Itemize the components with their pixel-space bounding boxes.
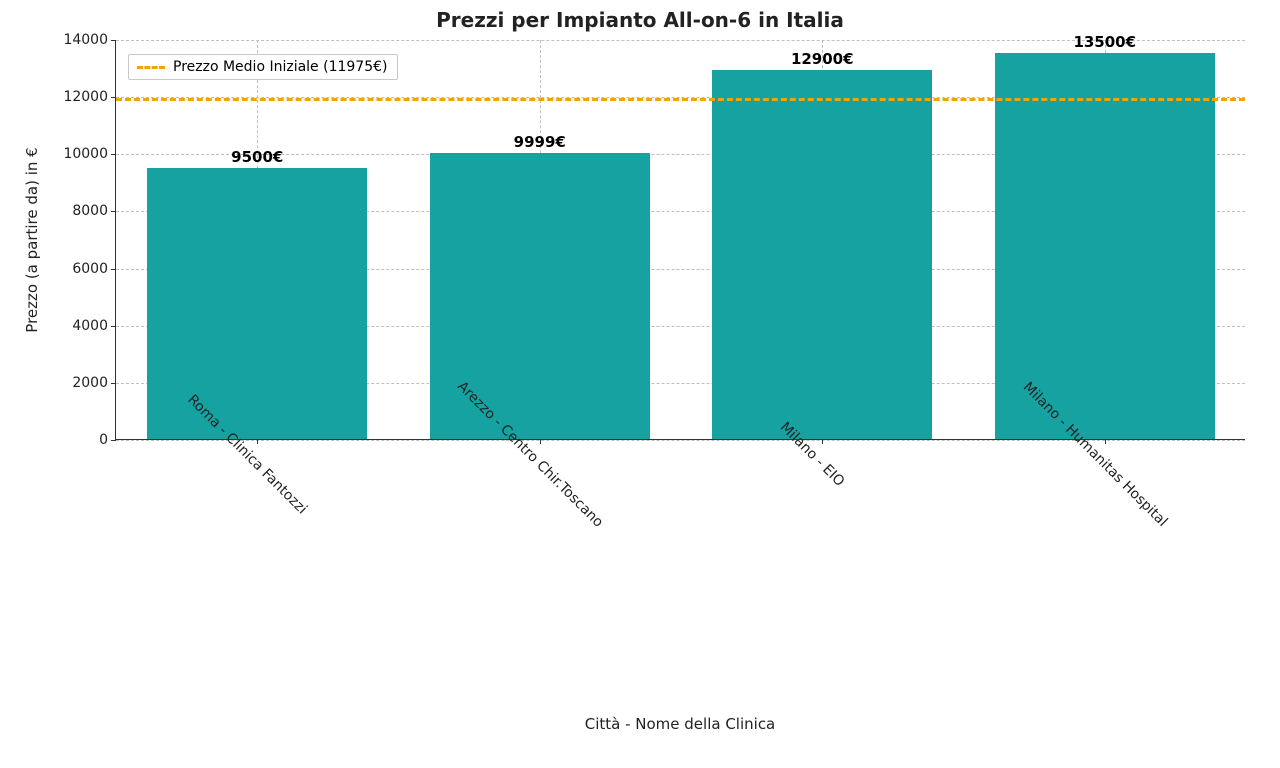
- ytick-label: 4000: [72, 318, 116, 334]
- bar-value-label: 9500€: [231, 148, 283, 166]
- bar-value-label: 12900€: [791, 50, 854, 68]
- ytick-label: 10000: [63, 146, 116, 162]
- bar: [147, 168, 367, 439]
- legend-label: Prezzo Medio Iniziale (11975€): [173, 59, 387, 75]
- legend-swatch: [137, 66, 165, 69]
- xtick-mark: [257, 439, 258, 444]
- xtick-mark: [540, 439, 541, 444]
- x-axis-label: Città - Nome della Clinica: [585, 715, 776, 733]
- ytick-label: 8000: [72, 203, 116, 219]
- ytick-label: 12000: [63, 89, 116, 105]
- ytick-label: 2000: [72, 375, 116, 391]
- ytick-label: 14000: [63, 32, 116, 48]
- bar-value-label: 9999€: [514, 133, 566, 151]
- chart-container: Prezzi per Impianto All-on-6 in Italia 0…: [0, 0, 1280, 768]
- plot-area: 020004000600080001000012000140009500€Rom…: [115, 40, 1245, 440]
- ytick-label: 6000: [72, 261, 116, 277]
- xtick-mark: [1105, 439, 1106, 444]
- avg-price-line: [116, 98, 1245, 101]
- y-axis-label: Prezzo (a partire da) in €: [23, 147, 41, 332]
- ytick-label: 0: [99, 432, 116, 448]
- xtick-mark: [822, 439, 823, 444]
- chart-title: Prezzi per Impianto All-on-6 in Italia: [0, 8, 1280, 32]
- bar: [712, 70, 932, 439]
- bar-value-label: 13500€: [1073, 33, 1136, 51]
- legend: Prezzo Medio Iniziale (11975€): [128, 54, 398, 80]
